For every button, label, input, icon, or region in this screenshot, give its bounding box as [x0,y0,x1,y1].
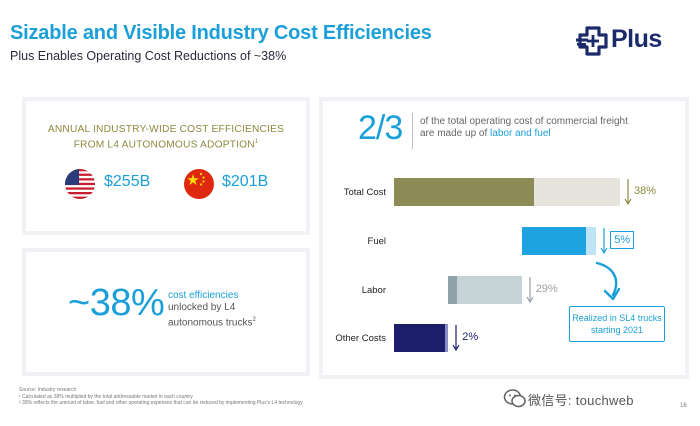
bar-total-cost-reduction [534,178,620,206]
watermark-text: 微信号: touchweb [528,393,634,408]
fraction-note-highlight: labor and fuel [490,128,551,139]
row-label-total-cost: Total Cost [343,187,386,198]
row-label-labor: Labor [361,285,386,296]
page-subtitle: Plus Enables Operating Cost Reductions o… [10,49,287,63]
industry-heading-line2: FROM L4 AUTONOMOUS ADOPTION [73,139,255,151]
reduction-label-labor: 29% [535,283,558,295]
industry-panel: ANNUAL INDUSTRY-WIDE COST EFFICIENCIES F… [22,97,310,235]
plus-logo-text: Plus [611,25,662,53]
plus-logo: Plus [576,24,688,58]
efficiency-note-line3: autonomous trucks [168,317,253,329]
sl4-callout-line1: Realized in SL4 trucks [572,313,662,323]
china-flag-icon [184,169,214,199]
industry-card: ANNUAL INDUSTRY-WIDE COST EFFICIENCIES F… [26,101,306,231]
fraction-note: of the total operating cost of commercia… [420,116,628,140]
footnote-2: ² 38% reflects the amount of labor, fuel… [19,400,303,406]
sl4-callout: Realized in SL4 trucks starting 2021 [569,306,665,342]
footnote-source: Source: Industry research [19,387,77,393]
sl4-callout-line2: starting 2021 [590,325,644,335]
efficiency-note-line2: unlocked by L4 [168,302,236,313]
china-amount: $201B [222,173,269,190]
cost-card: 2/3 of the total operating cost of comme… [323,101,685,375]
industry-heading-sup: 1 [254,139,259,145]
wechat-icon [503,389,526,408]
reduction-label-fuel: 5% [610,231,635,249]
us-flag-icon [65,169,95,199]
row-label-other-costs: Other Costs [335,333,386,344]
cost-panel: 2/3 of the total operating cost of comme… [319,97,689,379]
footnote-1: ¹ Calculated as 38% multiplied by the to… [19,393,193,400]
curved-arrow-icon [595,261,621,301]
bar-other-costs-reduction [444,324,449,352]
bar-labor-reduction [457,276,522,304]
efficiency-value: ~38% [68,282,165,324]
bar-other-costs-remaining-cost [394,324,445,352]
efficiency-note: cost efficiencies unlocked by L4 autonom… [168,290,256,329]
footnotes: Source: Industry research ¹ Calculated a… [19,387,303,407]
industry-heading: ANNUAL INDUSTRY-WIDE COST EFFICIENCIES F… [26,123,306,151]
reduction-label-total-cost: 38% [634,185,657,197]
bar-labor-remaining-cost [448,276,458,304]
page-title: Sizable and Visible Industry Cost Effici… [10,22,432,44]
page-number: 16 [680,403,687,409]
efficiency-panel: ~38% cost efficiencies unlocked by L4 au… [22,248,310,376]
plus-logo-icon [576,26,608,56]
down-arrow-icon-labor [526,277,534,304]
efficiency-note-sup: 2 [252,317,256,323]
bar-total-cost-remaining-cost [394,178,535,206]
fraction-divider [412,113,413,149]
us-amount: $255B [104,173,151,190]
down-arrow-icon-other-costs [452,325,460,352]
efficiency-card: ~38% cost efficiencies unlocked by L4 au… [26,252,306,372]
industry-heading-line1: ANNUAL INDUSTRY-WIDE COST EFFICIENCIES [47,124,285,135]
fraction-note-line1: of the total operating cost of commercia… [420,116,628,127]
bar-fuel-remaining-cost [521,227,587,255]
fraction-note-prefix: are made up of [420,128,491,139]
down-arrow-icon-total-cost [624,179,632,206]
row-label-fuel: Fuel [367,236,386,247]
bar-fuel-reduction [586,227,597,255]
cost-fraction: 2/3 [358,109,403,147]
efficiency-note-line1: cost efficiencies [168,290,239,301]
down-arrow-icon-fuel [600,228,608,255]
reduction-label-other-costs: 2% [462,331,479,343]
